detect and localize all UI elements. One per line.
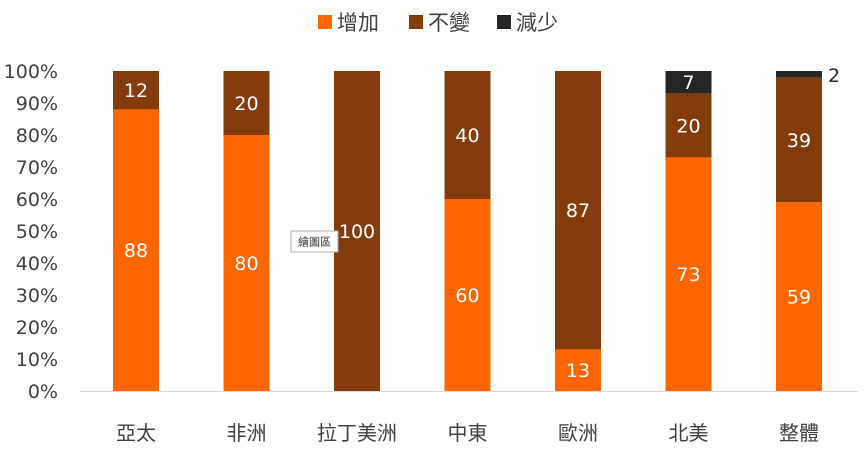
- x-tick-label: 整體: [779, 421, 819, 445]
- y-tick-label: 40%: [16, 253, 58, 275]
- plot-area: 88 12 80 20 100 60 40 13 87 73 20 7 59 39 2: [113, 65, 840, 392]
- bar-segment: [444, 199, 491, 391]
- data-label: 20: [234, 93, 258, 115]
- bar-segment: [444, 71, 491, 199]
- legend-label-2: 減少: [516, 11, 558, 35]
- y-tick-label: 60%: [16, 189, 58, 211]
- data-label: 12: [124, 80, 148, 102]
- x-tick-label: 北美: [669, 421, 709, 445]
- bar-segment: [555, 71, 601, 350]
- data-label: 40: [455, 125, 479, 147]
- bar-segment: [665, 157, 712, 391]
- bar-segment: [113, 71, 159, 110]
- tooltip-box: [290, 230, 339, 253]
- bar-segment: [223, 71, 270, 135]
- y-tick-label: 50%: [16, 221, 58, 243]
- data-label: 80: [234, 253, 258, 275]
- y-tick-label: 70%: [16, 157, 58, 179]
- data-label: 100: [339, 221, 375, 243]
- data-label: 60: [455, 285, 479, 307]
- legend-label-1: 不變: [428, 11, 470, 35]
- y-axis: 0% 10% 20% 30% 40% 50% 60% 70% 80% 90% 100%: [4, 61, 58, 403]
- legend-swatch-0: [318, 15, 332, 29]
- bar-segment: [555, 349, 601, 391]
- bar-segment: [776, 77, 822, 203]
- data-label: 2: [828, 65, 840, 87]
- legend-swatch-1: [409, 15, 423, 29]
- bar-segment: [776, 71, 822, 78]
- x-tick-label: 歐洲: [558, 421, 598, 445]
- data-label: 59: [787, 287, 811, 309]
- y-tick-label: 100%: [4, 61, 58, 83]
- data-label: 13: [566, 360, 590, 382]
- bar-segment: [665, 71, 712, 94]
- data-label: 20: [676, 115, 700, 137]
- legend-label-0: 增加: [337, 11, 379, 35]
- y-tick-label: 10%: [16, 349, 58, 371]
- bar-segment: [113, 109, 159, 392]
- legend: 增加 不變 減少: [318, 11, 558, 35]
- y-tick-label: 20%: [16, 317, 58, 339]
- x-tick-label: 中東: [448, 421, 488, 445]
- x-tick-label: 亞太: [116, 421, 156, 445]
- legend-swatch-2: [497, 15, 511, 29]
- y-tick-label: 80%: [16, 125, 58, 147]
- bar-segment: [776, 202, 822, 391]
- y-tick-label: 30%: [16, 285, 58, 307]
- data-label: 7: [682, 72, 694, 94]
- x-axis: 亞太 非洲 拉丁美洲 中東 歐洲 北美 整體: [80, 391, 858, 445]
- data-label: 88: [124, 240, 148, 262]
- y-tick-label: 90%: [16, 93, 58, 115]
- bar-segment: [223, 135, 270, 391]
- bar-segment: [334, 71, 380, 391]
- data-label: 39: [787, 130, 811, 152]
- x-tick-label: 非洲: [227, 421, 267, 445]
- data-label: 87: [566, 200, 590, 222]
- x-tick-label: 拉丁美洲: [317, 421, 397, 445]
- tooltip-text: 繪圖區: [298, 235, 331, 249]
- y-tick-label: 0%: [28, 381, 58, 403]
- bar-segment: [665, 93, 712, 158]
- tooltip: 繪圖區: [290, 230, 339, 253]
- data-label: 73: [676, 264, 700, 286]
